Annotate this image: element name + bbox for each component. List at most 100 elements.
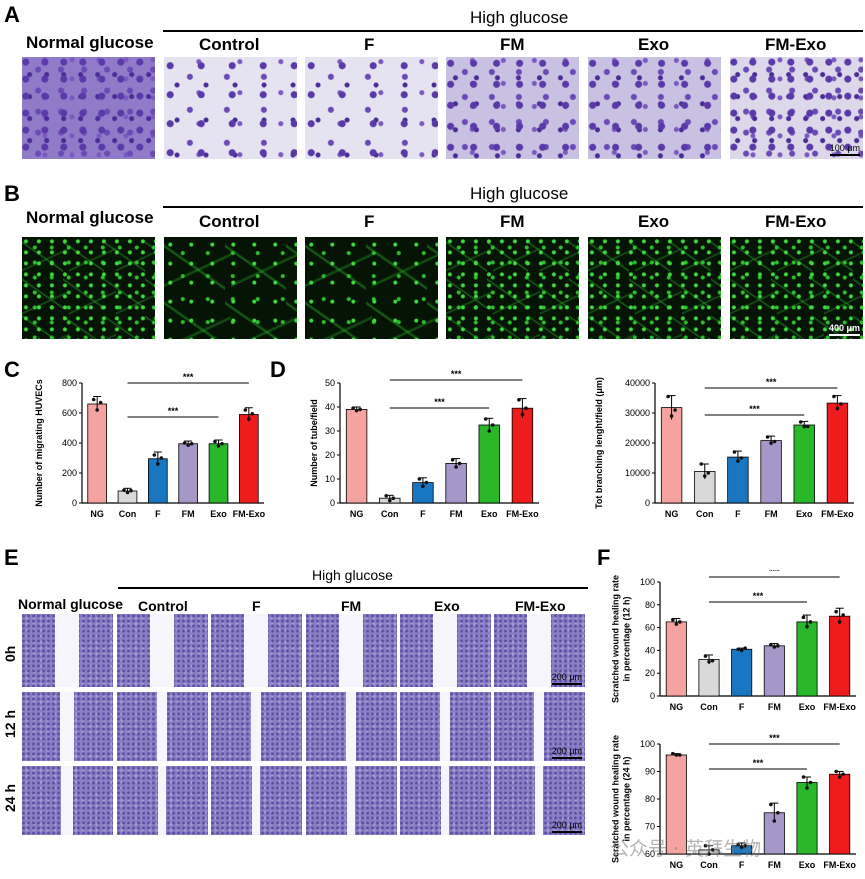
data-point-F: [739, 456, 744, 460]
panel-e-group-fm: FM: [341, 598, 362, 614]
data-point-FM-Exo: [837, 775, 842, 779]
data-point-NG: [674, 753, 679, 757]
panel-a-scale-bar: 100 μm: [829, 143, 860, 156]
data-point-F: [424, 480, 429, 485]
data-point-F: [743, 646, 747, 650]
data-point-Con: [703, 654, 708, 658]
data-point-Con: [387, 498, 392, 503]
wound-image-r0-c5: 200 μm: [494, 614, 585, 687]
data-point-F: [156, 462, 160, 466]
data-point-FM-Exo: [835, 406, 840, 411]
panel-label-f: F: [597, 545, 611, 570]
panel-e-scale-bar: 200 μm: [551, 746, 582, 759]
panel-label-a: A: [4, 2, 20, 27]
data-point-FM-Exo: [839, 402, 843, 406]
data-point-Con: [707, 852, 711, 856]
chart-wound-healing-12h: Scratched wound healing ratein percentag…: [611, 570, 857, 712]
chart-tube-per-field: Number of tube/field 0 10 20 30 40 50 NG Con F FM E…: [309, 369, 539, 519]
watermark: 公众号 · 英拜生物: [610, 838, 762, 860]
y-axis-label: Scratched wound healing ratein percentag…: [611, 575, 632, 703]
data-point-FM-Exo: [250, 411, 255, 416]
data-point-Con: [122, 488, 126, 493]
wound-image-r1-c3: [306, 692, 397, 761]
x-tick-label-Con: Con: [696, 509, 714, 519]
y-axis-label-line: Scratched wound healing rate: [611, 575, 621, 703]
data-point-Exo: [801, 775, 806, 779]
bar-FM-Exo: [829, 773, 851, 855]
wound-image-r1-c0: [22, 692, 113, 761]
y-axis-label: Tot branching lenght/field (μm): [594, 377, 604, 509]
panel-a-normal-glucose-label: Normal glucose: [26, 33, 154, 52]
x-tick-label-FM: FM: [450, 509, 463, 519]
significance-label: ***: [749, 404, 760, 414]
panel-b-image-f: [305, 237, 438, 339]
data-point-FM: [769, 441, 773, 445]
data-point-FM-Exo: [841, 772, 845, 777]
wound-gap: [527, 614, 551, 687]
data-point-Exo: [808, 620, 813, 624]
data-point-F: [421, 484, 425, 488]
y-tick-label: 60: [645, 849, 655, 859]
y-tick-label: 100: [640, 739, 655, 749]
panel-e-row-12h: 12 h: [2, 709, 18, 738]
panel-e-group-control: Control: [138, 598, 188, 614]
data-point-NG: [671, 617, 675, 622]
x-tick-label-NG: NG: [670, 702, 684, 712]
data-point-F: [739, 845, 744, 849]
data-point-FM-Exo: [243, 408, 248, 412]
y-tick-label: 80: [645, 600, 655, 610]
data-point-NG: [95, 408, 99, 412]
y-tick-label: 0: [645, 498, 650, 508]
data-point-F: [739, 648, 744, 653]
bar-FM: [178, 443, 198, 504]
panel-e-group-f: F: [252, 598, 261, 614]
y-tick-label: 0: [330, 498, 335, 508]
y-tick-label: 20: [325, 450, 335, 460]
data-point-F: [152, 453, 157, 457]
panel-a-image-fm-exo: 100 μm: [730, 57, 863, 159]
y-tick-label: 200: [62, 468, 77, 478]
x-tick-label-NG: NG: [665, 509, 679, 519]
bar-Con: [698, 659, 720, 697]
bar-Exo: [478, 424, 500, 504]
data-point-Exo: [490, 423, 495, 427]
panel-a-image-f: [305, 57, 438, 159]
y-axis-label: Number of migrating HUVECs: [34, 379, 44, 507]
data-point-NG: [671, 751, 675, 756]
wound-image-r2-c3: [306, 766, 397, 835]
x-tick-label-FM-Exo: FM-Exo: [821, 509, 854, 519]
y-tick-label: 70: [645, 822, 655, 832]
x-tick-label-Con: Con: [700, 860, 718, 870]
significance-label: ***: [766, 377, 777, 387]
x-tick-label-Con: Con: [119, 509, 137, 519]
chart-branching-length: Tot branching lenght/field (μm) 0 10000 200…: [594, 377, 854, 519]
y-tick-label: 10: [325, 474, 335, 484]
data-point-Exo: [220, 441, 224, 446]
wound-gap: [150, 614, 174, 687]
data-point-F: [743, 843, 747, 848]
data-point-NG: [351, 406, 355, 410]
data-point-Con: [710, 848, 715, 852]
panel-a-group-fm-exo: FM-Exo: [765, 35, 827, 54]
panel-a-image-control: [164, 57, 297, 159]
data-point-Con: [391, 496, 396, 500]
x-tick-label-FM: FM: [765, 509, 778, 519]
y-tick-label: 60: [645, 623, 655, 633]
data-point-FM: [769, 642, 773, 647]
panel-e-normal-glucose-label: Normal glucose: [18, 596, 124, 612]
y-tick-label: 0: [650, 691, 655, 701]
wound-image-r2-c2: [211, 766, 302, 835]
y-axis-label: Scratched wound healing ratein percentag…: [611, 735, 632, 863]
y-axis-label-line: Scratched wound healing rate: [611, 735, 621, 863]
data-point-FM: [772, 819, 777, 823]
wound-image-r1-c4: [400, 692, 491, 761]
wound-gap: [347, 766, 355, 835]
bar-FM: [763, 645, 785, 697]
panel-a-group-control: Control: [199, 35, 260, 54]
data-point-FM-Exo: [841, 613, 845, 617]
data-point-F: [736, 842, 740, 847]
wound-gap: [61, 766, 73, 835]
data-point-Exo: [216, 444, 221, 448]
x-tick-label-FM: FM: [182, 509, 195, 519]
y-tick-label: 20000: [625, 438, 650, 448]
